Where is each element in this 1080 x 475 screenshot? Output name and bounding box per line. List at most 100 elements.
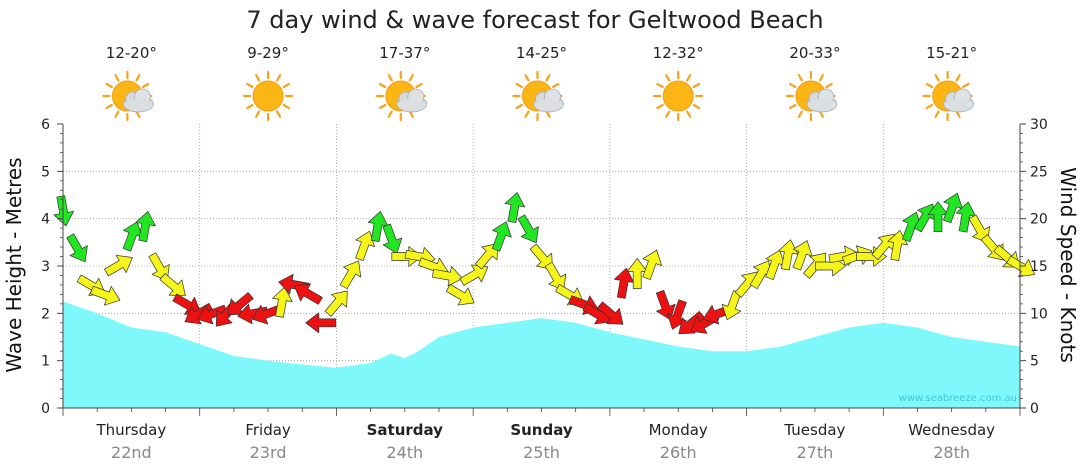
day-name-label: Saturday xyxy=(367,421,444,439)
day-name-label: Tuesday xyxy=(783,421,845,439)
wind-arrow-shape xyxy=(339,260,362,290)
wind-arrow xyxy=(355,230,375,262)
sun-ray xyxy=(255,110,261,118)
wind-arrow xyxy=(104,254,133,277)
chart-title: 7 day wind & wave forecast for Geltwood … xyxy=(246,6,823,34)
wind-arrow-shape xyxy=(517,214,539,244)
wind-arrow xyxy=(148,252,170,282)
sun-ray xyxy=(255,74,261,82)
sun-ray xyxy=(955,110,961,118)
y-axis-label-left: Wave Height - Metres xyxy=(2,157,26,372)
wind-arrow xyxy=(159,273,186,297)
sun-ray xyxy=(686,74,692,82)
wind-arrow-shape xyxy=(504,192,526,224)
day-name-label: Monday xyxy=(649,421,708,439)
left-tick-label: 0 xyxy=(41,401,50,417)
sun-ray xyxy=(141,82,150,89)
day-date-label: 25th xyxy=(523,443,560,462)
wind-arrow-shape xyxy=(148,252,170,282)
cloud-fill xyxy=(397,99,426,111)
sun-ray xyxy=(387,110,393,118)
wind-arrow-shape xyxy=(529,243,553,270)
sun-ray xyxy=(524,74,530,82)
chart-axes: 0 1 2 3 4 5 6 0 5 10 15 20 25 30 xyxy=(41,117,1048,417)
wind-arrow-shape xyxy=(544,261,567,291)
day-temperature: 9-29° xyxy=(247,44,289,62)
wave-area xyxy=(63,301,1020,408)
wind-arrow-shape xyxy=(778,239,799,271)
sun-ray xyxy=(135,110,141,118)
sun-ray xyxy=(545,110,551,118)
wind-arrow-shape xyxy=(431,265,463,287)
sun-icon xyxy=(653,70,704,122)
wind-arrow-shape xyxy=(792,240,813,271)
wind-arrow xyxy=(475,243,499,270)
sun-ray xyxy=(789,82,797,89)
wind-arrow xyxy=(678,311,705,335)
day-name-label: Thursday xyxy=(95,421,166,439)
day-date-label: 28th xyxy=(933,443,970,462)
wind-arrow-shape xyxy=(90,285,121,306)
sun-ray xyxy=(686,110,692,118)
wind-arrow xyxy=(324,290,348,317)
left-tick-label: 6 xyxy=(41,117,50,133)
wind-arrow xyxy=(597,301,624,325)
partly-cloudy-icon xyxy=(102,70,154,122)
wind-arrow-shape xyxy=(66,233,88,263)
sun-ray xyxy=(656,82,664,89)
sun-ray xyxy=(545,74,551,82)
sun-ray xyxy=(135,74,141,82)
wind-arrow xyxy=(66,233,88,263)
wind-arrow-shape xyxy=(642,249,663,280)
sun-ray xyxy=(378,103,387,110)
wind-arrow xyxy=(778,239,799,271)
cloud-shape xyxy=(943,88,974,113)
sun-ray xyxy=(818,74,825,82)
right-tick-label: 30 xyxy=(1030,117,1048,133)
partly-cloudy-icon xyxy=(512,70,564,122)
wind-arrow-shape xyxy=(104,254,133,277)
sun-ray xyxy=(797,110,804,118)
sun-ray xyxy=(925,82,934,89)
day-temperature: 14-25° xyxy=(516,44,567,62)
partly-cloudy-icon xyxy=(922,70,974,122)
sun-ray xyxy=(276,110,282,118)
cloud-shape xyxy=(806,88,838,113)
wave-height-series xyxy=(63,301,1020,408)
cloud-shape xyxy=(122,88,154,113)
left-tick-label: 1 xyxy=(41,354,50,370)
sun-ray xyxy=(378,82,387,89)
sun-ray xyxy=(415,82,423,89)
wind-arrow xyxy=(655,289,676,321)
sun-icon xyxy=(243,70,294,122)
sun-ray xyxy=(114,74,120,82)
sun-ray xyxy=(246,103,254,110)
sun-ray xyxy=(515,103,524,110)
day-temperature: 17-37° xyxy=(379,44,430,62)
sun-disc xyxy=(252,80,284,112)
day-date-label: 23rd xyxy=(250,443,287,462)
wind-arrow-shape xyxy=(382,223,403,254)
wind-arrow xyxy=(339,260,362,290)
wind-arrow-shape xyxy=(655,289,676,321)
cloud-fill xyxy=(534,99,563,111)
sun-ray xyxy=(825,82,833,89)
cloud-shape xyxy=(396,88,428,113)
cloud-fill xyxy=(124,99,153,111)
right-tick-label: 5 xyxy=(1030,354,1039,370)
wind-arrow-shape xyxy=(272,286,293,318)
sun-ray xyxy=(387,74,393,82)
sun-ray xyxy=(934,110,940,118)
day-temperature: 20-33° xyxy=(789,44,840,62)
left-tick-label: 5 xyxy=(41,164,50,180)
sun-ray xyxy=(656,103,664,110)
sun-ray xyxy=(105,82,113,89)
cloud-shape xyxy=(533,88,564,113)
day-date-label: 27th xyxy=(797,443,834,462)
wind-arrow xyxy=(135,211,156,242)
sun-ray xyxy=(789,103,797,110)
wind-arrow xyxy=(90,285,121,306)
wind-arrow xyxy=(517,214,539,244)
day-date-label: 26th xyxy=(660,443,697,462)
